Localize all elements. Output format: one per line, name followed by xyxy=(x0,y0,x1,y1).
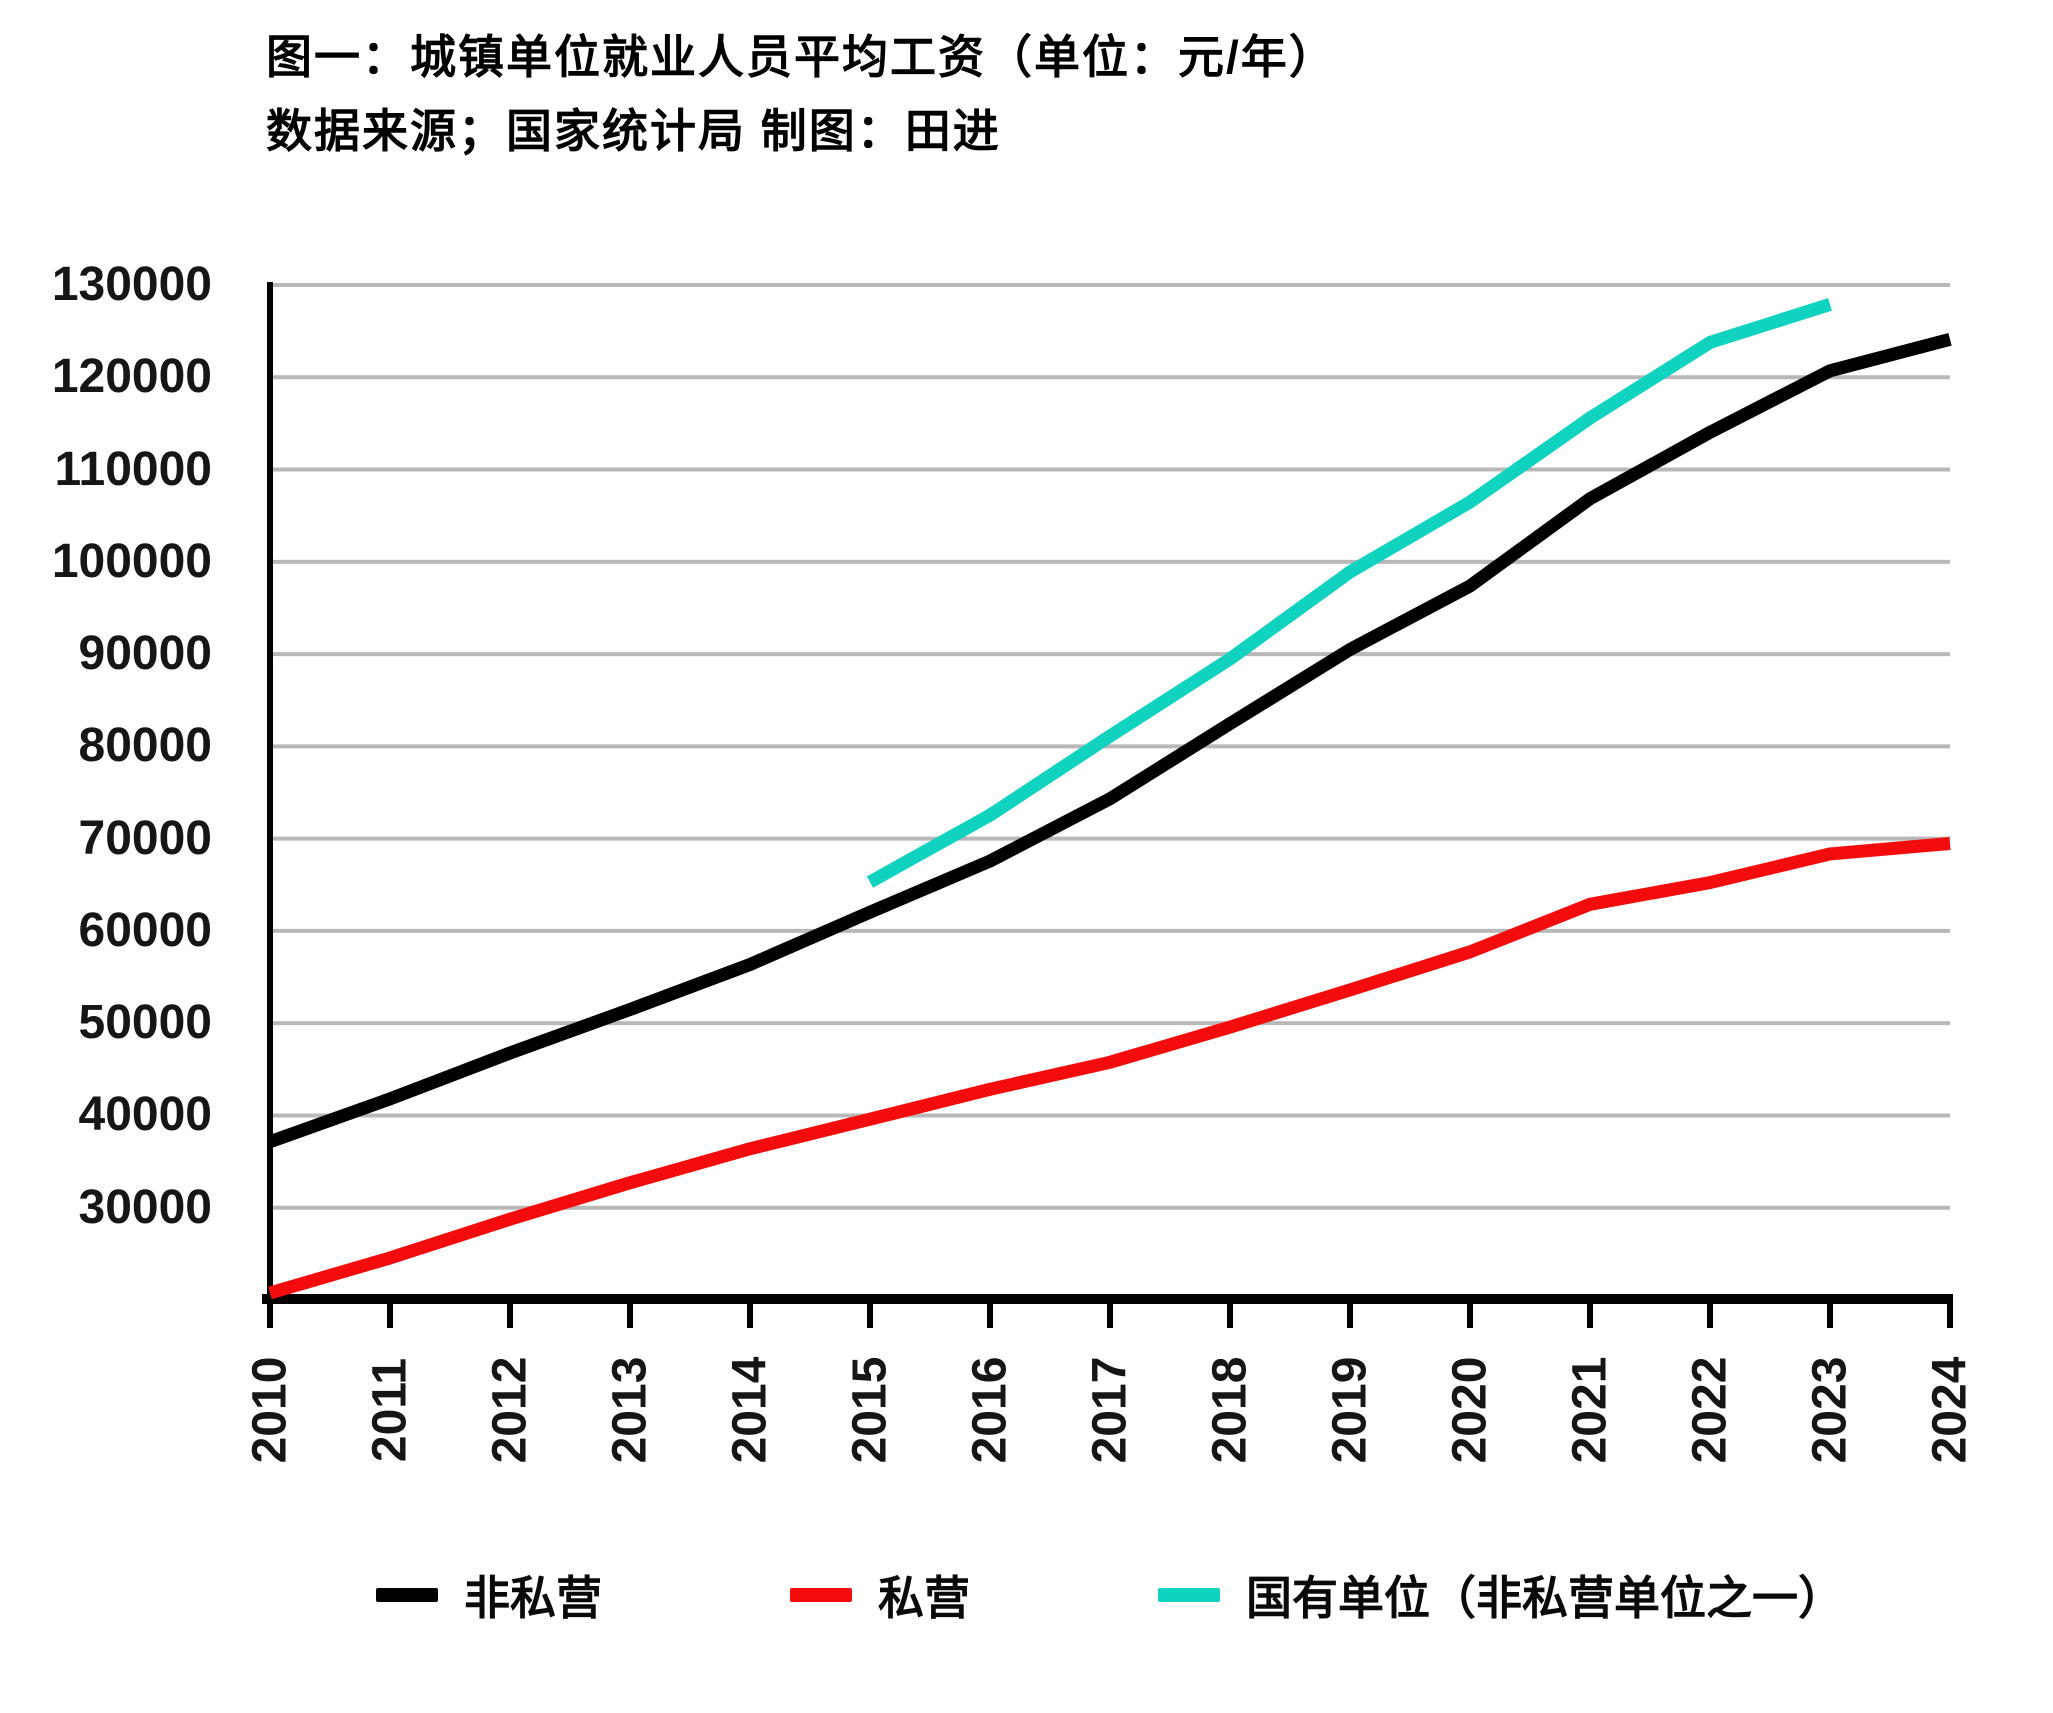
y-axis-tick-label-100000: 100000 xyxy=(51,534,212,588)
y-axis-tick-label-50000: 50000 xyxy=(78,996,212,1050)
y-axis-tick-label-130000: 130000 xyxy=(51,258,212,311)
y-axis-tick-label-120000: 120000 xyxy=(51,350,212,404)
x-axis-tick-label-2016: 2016 xyxy=(963,1356,1017,1464)
line-state_owned xyxy=(866,298,1832,888)
legend-label-state_owned: 国有单位（非私营单位之一） xyxy=(1246,1572,1844,1624)
legend-swatch-state_owned xyxy=(1158,1588,1220,1602)
y-axis-tick-label-30000: 30000 xyxy=(78,1180,212,1234)
legend-label-non_private: 非私营 xyxy=(464,1572,602,1624)
chart-title: 图一：城镇单位就业人员平均工资（单位：元/年） xyxy=(266,31,1337,83)
x-axis-tick-label-2017: 2017 xyxy=(1083,1356,1137,1464)
x-axis-tick-label-2010: 2010 xyxy=(243,1356,297,1464)
y-axis-tick-label-60000: 60000 xyxy=(78,903,212,957)
legend-swatch-non_private xyxy=(376,1588,438,1602)
x-axis-tick-label-2024: 2024 xyxy=(1923,1356,1977,1464)
y-axis-tick-label-70000: 70000 xyxy=(78,811,212,865)
x-axis-tick-label-2015: 2015 xyxy=(843,1356,897,1464)
x-axis-tick-label-2014: 2014 xyxy=(723,1356,777,1464)
legend-swatch-private xyxy=(790,1588,852,1602)
title-block: 图一：城镇单位就业人员平均工资（单位：元/年） 数据来源；国家统计局 制图：田进 xyxy=(266,34,1337,154)
legend-item-non_private: 非私营 xyxy=(376,1562,602,1628)
legend-label-private: 私营 xyxy=(878,1572,970,1624)
y-axis-tick-label-80000: 80000 xyxy=(78,719,212,773)
y-axis-tick-label-90000: 90000 xyxy=(78,627,212,681)
line-private xyxy=(268,836,1951,1300)
x-axis-tick-label-2011: 2011 xyxy=(363,1357,417,1463)
x-axis-tick-label-2018: 2018 xyxy=(1203,1356,1257,1464)
y-axis-tick-label-40000: 40000 xyxy=(78,1088,212,1142)
x-axis-tick-label-2019: 2019 xyxy=(1323,1356,1377,1464)
y-axis-tick-label-110000: 110000 xyxy=(54,442,212,496)
legend-item-private: 私营 xyxy=(790,1562,970,1628)
x-axis-tick-label-2023: 2023 xyxy=(1803,1356,1857,1464)
x-axis-tick-label-2012: 2012 xyxy=(483,1356,537,1464)
legend: 非私营 私营 国有单位（非私营单位之一） xyxy=(270,1562,1950,1628)
x-axis-tick-label-2013: 2013 xyxy=(603,1356,657,1464)
x-axis-tick-label-2020: 2020 xyxy=(1443,1356,1497,1464)
legend-item-state_owned: 国有单位（非私营单位之一） xyxy=(1158,1562,1844,1628)
chart-subtitle: 数据来源；国家统计局 制图：田进 xyxy=(266,105,1001,157)
x-axis-tick-label-2022: 2022 xyxy=(1683,1356,1737,1464)
line-non_private xyxy=(267,333,1952,1148)
x-axis-tick-label-2021: 2021 xyxy=(1563,1356,1617,1464)
